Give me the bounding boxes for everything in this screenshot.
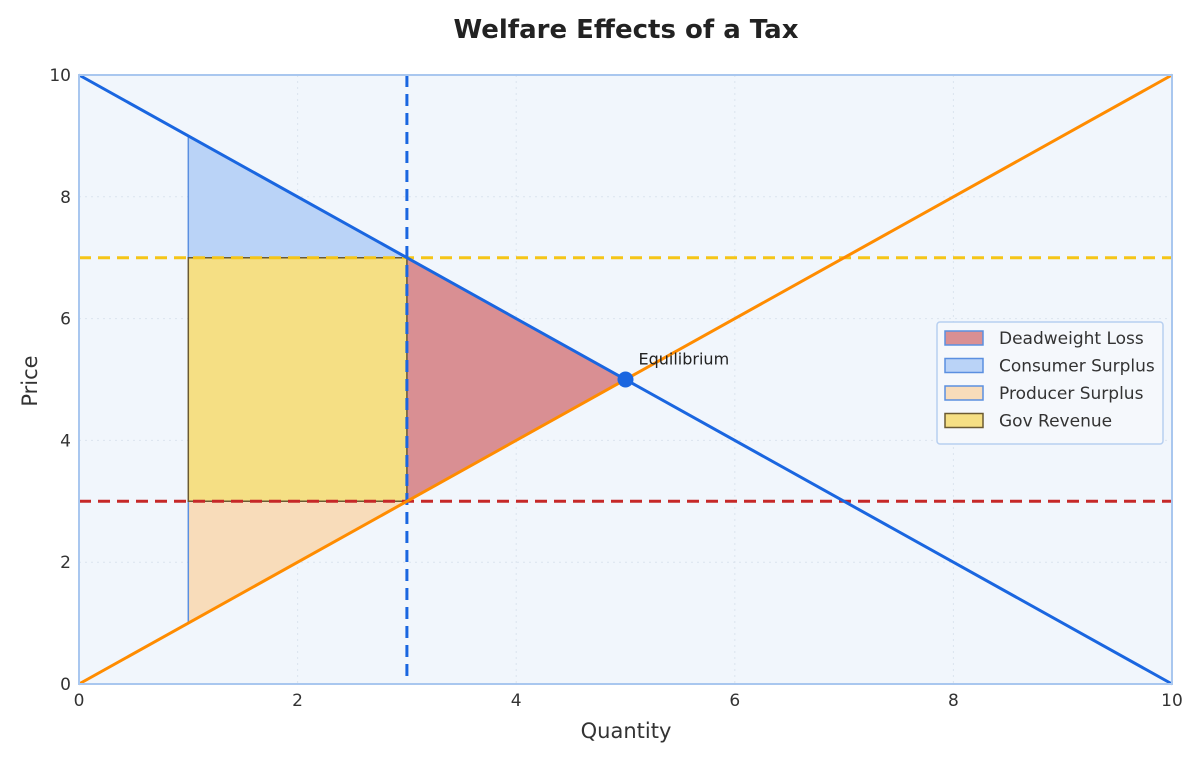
equilibrium-point [617,371,634,388]
y-tick-10: 10 [49,66,71,86]
y-tick-6: 6 [60,310,71,330]
legend-box [936,321,1164,445]
legend-label-consumer-surplus: Consumer Surplus [999,357,1155,377]
legend-swatch-gov-revenue [944,412,984,429]
points: Equilibrium [617,350,730,388]
plot-frame [78,74,1173,685]
x-tick-0: 0 [74,691,85,711]
equilibrium-label: Equilibrium [639,350,730,369]
region-gov-revenue [187,256,408,503]
axes: 0 2 4 6 8 10 0 2 4 6 8 10 [49,66,1182,711]
x-tick-10: 10 [1161,691,1183,711]
y-tick-8: 8 [60,188,71,208]
x-tick-4: 4 [511,691,522,711]
legend-label-deadweight-loss: Deadweight Loss [999,329,1144,349]
y-axis-label: Price [18,355,42,406]
legend-swatch-deadweight-loss [944,330,984,346]
x-axis-label: Quantity [581,719,672,743]
legend: Deadweight Loss Consumer Surplus Producer … [936,321,1164,445]
x-tick-6: 6 [729,691,740,711]
legend-label-gov-revenue: Gov Revenue [999,412,1112,432]
y-tick-4: 4 [60,431,71,451]
legend-label-producer-surplus: Producer Surplus [999,384,1144,404]
legend-swatch-producer-surplus [944,385,984,401]
y-tick-0: 0 [60,675,71,695]
chart-title: Welfare Effects of a Tax [453,15,798,45]
x-tick-2: 2 [292,691,303,711]
y-tick-2: 2 [60,553,71,573]
x-tick-8: 8 [948,691,959,711]
reference-lines [79,75,1172,684]
legend-swatch-consumer-surplus [944,357,984,374]
